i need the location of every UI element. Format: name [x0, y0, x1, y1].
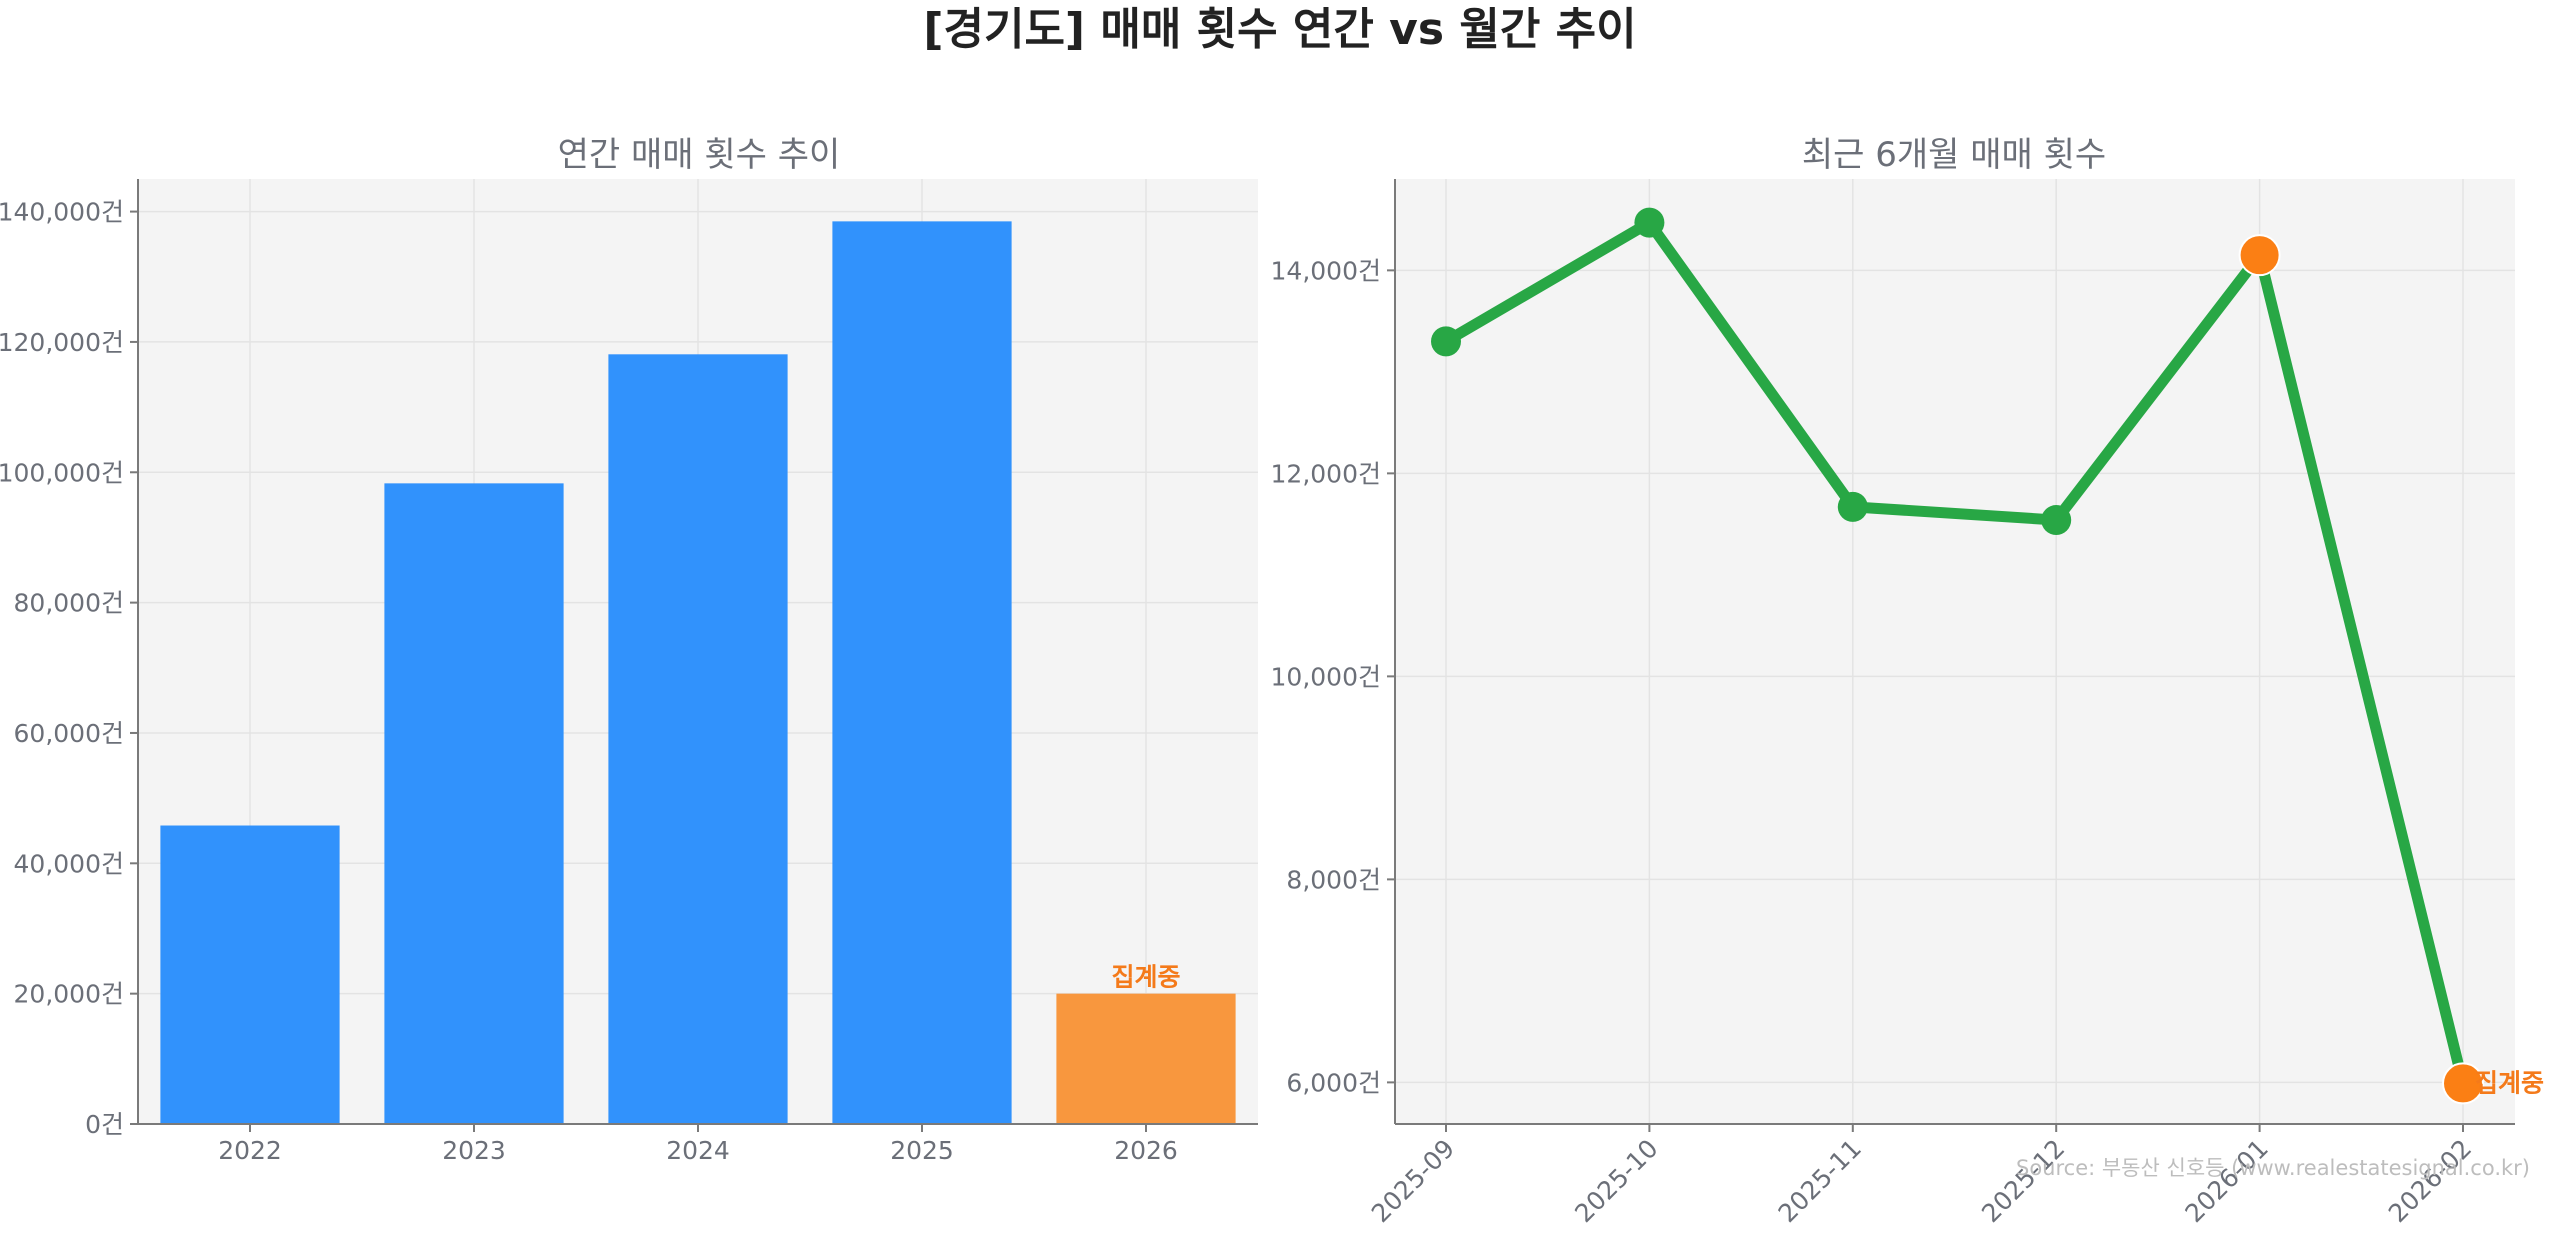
monthly-chart-title: 최근 6개월 매매 횟수: [1802, 135, 2106, 175]
monthly-point-2025-12: [2041, 505, 2072, 536]
annual-bar-2025: [832, 221, 1012, 1125]
monthly-x-tick-label: 2026-01: [2179, 1134, 2273, 1228]
monthly-y-tick-label: 10,000건: [1271, 662, 1381, 691]
annual-y-tick-label: 140,000건: [0, 198, 124, 227]
monthly-point-2025-09: [1431, 326, 1461, 357]
monthly-line-chart: 최근 6개월 매매 횟수 6,000건 8,000건 10,000건 12,000건 1…: [1271, 135, 2545, 1228]
annual-y-tick-label: 100,000건: [0, 458, 124, 487]
monthly-point-2026-02: [2442, 1062, 2484, 1105]
monthly-plot-area: [1395, 179, 2515, 1124]
monthly-y-tick-label: 14,000건: [1271, 256, 1381, 285]
annual-y-tick-label: 60,000건: [14, 719, 124, 748]
monthly-point-2025-11: [1837, 491, 1868, 522]
annual-bar-2022: [160, 825, 340, 1124]
annual-bars: [160, 221, 1236, 1125]
monthly-y-tick-label: 8,000건: [1286, 865, 1381, 894]
annual-x-tick-label: 2026: [1114, 1136, 1178, 1165]
annual-bar-2023: [384, 483, 564, 1124]
figure-title: [경기도] 매매 횟수 연간 vs 월간 추이: [923, 4, 1636, 55]
monthly-y-tick-label: 12,000건: [1271, 459, 1381, 488]
monthly-gridlines: [1395, 179, 2515, 1124]
source-credit: Source: 부동산 신호등 (www.realestatesignal.co…: [2016, 1156, 2530, 1180]
monthly-points: [1431, 207, 2484, 1105]
monthly-x-tick-label: 2025-10: [1569, 1134, 1663, 1228]
monthly-point-2025-10: [1634, 207, 1665, 238]
annual-y-tick-label: 40,000건: [14, 849, 124, 878]
annual-x-tick-label: 2025: [890, 1136, 954, 1165]
monthly-pending-label: 집계중: [2475, 1068, 2544, 1097]
annual-x-tick-label: 2023: [442, 1136, 506, 1165]
annual-y-tick-label: 20,000건: [14, 980, 124, 1009]
monthly-y-tick-label: 6,000건: [1286, 1068, 1381, 1097]
annual-y-tick-label: 80,000건: [14, 589, 124, 618]
annual-y-tick-label: 120,000건: [0, 328, 124, 357]
annual-bar-2024: [608, 354, 788, 1124]
monthly-x-tick-label: 2025-09: [1366, 1134, 1460, 1228]
annual-bar-2026: [1056, 993, 1236, 1124]
annual-x-ticks: 2022 2023 2024 2025 2026: [218, 1124, 1178, 1165]
monthly-x-tick-label: 2025-12: [1976, 1134, 2070, 1228]
annual-y-tick-label: 0건: [85, 1110, 124, 1139]
monthly-x-tick-label: 2025-11: [1773, 1134, 1867, 1228]
monthly-series-line: [1440, 217, 2469, 1089]
annual-bar-chart: 연간 매매 횟수 추이 0건 20,000건 40,000건 60,000건 80,00…: [0, 135, 1258, 1165]
monthly-x-tick-label: 2026-02: [2383, 1134, 2477, 1228]
annual-chart-title: 연간 매매 횟수 추이: [558, 135, 841, 175]
monthly-y-ticks: 6,000건 8,000건 10,000건 12,000건 14,000건: [1271, 256, 1395, 1097]
annual-x-tick-label: 2024: [666, 1136, 730, 1165]
annual-x-tick-label: 2022: [218, 1136, 282, 1165]
annual-pending-label: 집계중: [1111, 963, 1180, 992]
annual-y-ticks: 0건 20,000건 40,000건 60,000건 80,000건 100,000건 12…: [0, 198, 138, 1139]
monthly-point-2026-01: [2238, 234, 2281, 277]
